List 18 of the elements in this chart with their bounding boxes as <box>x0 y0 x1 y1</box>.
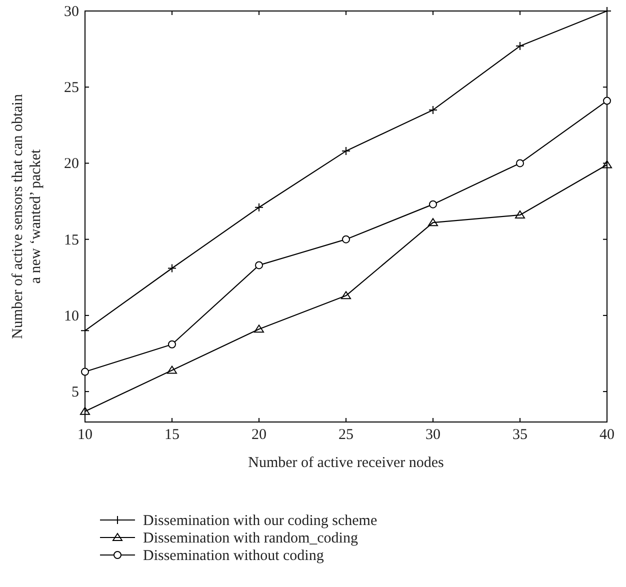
y-axis-title: Number of active sensors that can obtain a new ‘wanted’ packet <box>10 94 44 339</box>
legend-label: Dissemination without coding <box>143 548 324 564</box>
x-tick-label: 25 <box>338 427 354 443</box>
y-tick-label: 15 <box>64 232 79 248</box>
legend-label: Dissemination with our coding scheme <box>143 513 378 529</box>
x-tick-label: 15 <box>164 427 180 443</box>
x-tick-label: 10 <box>78 427 92 443</box>
y-tick-label: 25 <box>64 80 79 96</box>
y-tick-label: 20 <box>64 156 79 172</box>
legend-label: Dissemination with random_coding <box>143 530 358 546</box>
y-tick-label: 10 <box>64 308 79 324</box>
x-tick-label: 35 <box>512 427 528 443</box>
x-tick-label: 20 <box>252 427 266 443</box>
x-tick-label: 30 <box>426 427 440 443</box>
x-axis-title: Number of active receiver nodes <box>248 455 444 471</box>
y-tick-label: 5 <box>72 384 79 401</box>
y-tick-label: 30 <box>64 4 79 20</box>
x-tick-label: 40 <box>600 427 614 443</box>
